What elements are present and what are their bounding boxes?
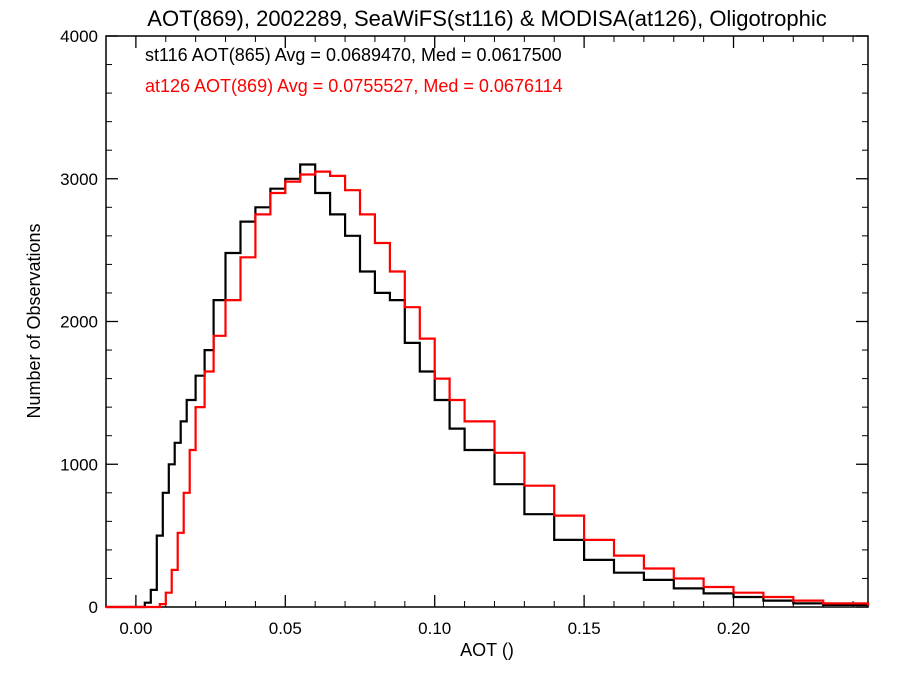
series-st116-line (106, 163, 870, 609)
x-tick-label: 0.15 (568, 619, 601, 638)
series-lines (106, 163, 870, 609)
y-tick-label: 1000 (60, 455, 98, 474)
legend-entry-at126: at126 AOT(869) Avg = 0.0755527, Med = 0.… (145, 76, 563, 96)
x-tick-label: 0.05 (269, 619, 302, 638)
legend-entry-st116: st116 AOT(865) Avg = 0.0689470, Med = 0.… (145, 45, 562, 65)
x-axis-ticks: 0.00 0.05 0.10 0.15 0.20 (105, 36, 854, 638)
x-tick-label: 0.00 (119, 619, 152, 638)
y-tick-label: 2000 (60, 313, 98, 332)
chart-title: AOT(869), 2002289, SeaWiFS(st116) & MODI… (147, 6, 826, 31)
y-axis-label: Number of Observations (24, 223, 44, 418)
series-at126-line (106, 170, 870, 609)
x-tick-label: 0.10 (418, 619, 451, 638)
y-axis-ticks: 0 1000 2000 3000 4000 (60, 27, 868, 617)
plot-frame (105, 35, 869, 608)
y-tick-label: 3000 (60, 170, 98, 189)
x-tick-label: 0.20 (717, 619, 750, 638)
y-tick-label: 4000 (60, 27, 98, 46)
x-axis-label: AOT () (460, 640, 514, 660)
y-tick-label: 0 (89, 598, 98, 617)
